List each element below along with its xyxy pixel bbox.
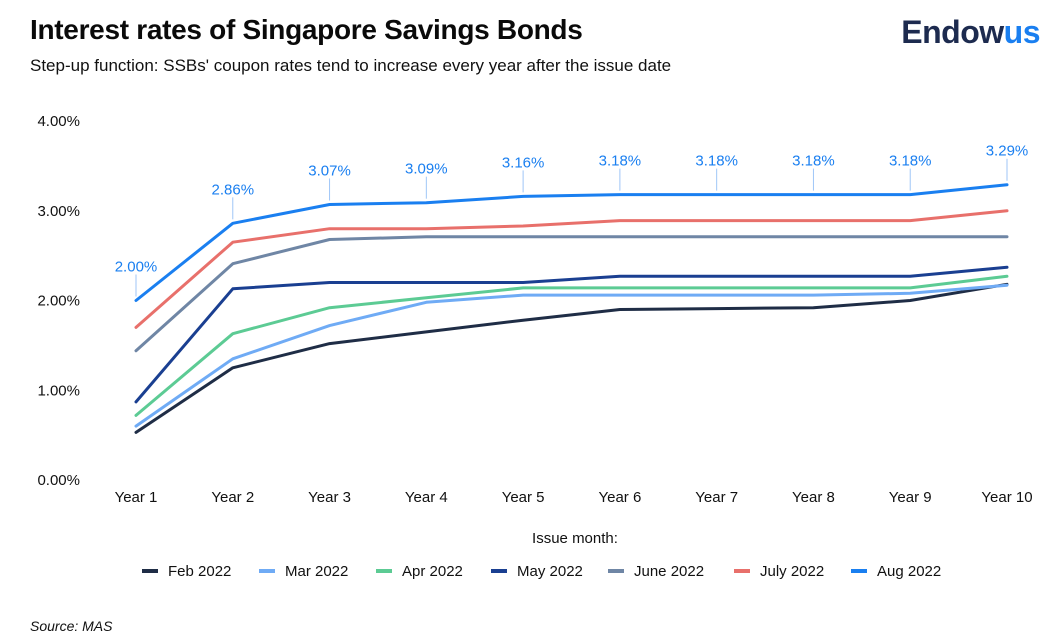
x-tick-label: Year 2 bbox=[211, 489, 254, 506]
data-label: 3.07% bbox=[308, 162, 351, 179]
legend-label: Aug 2022 bbox=[877, 563, 941, 580]
logo-part-1: Endow bbox=[901, 14, 1004, 50]
logo-part-2: us bbox=[1003, 14, 1041, 50]
chart-subtitle: Step-up function: SSBs' coupon rates ten… bbox=[30, 56, 672, 75]
series-line-apr-2022 bbox=[134, 274, 1009, 417]
data-label: 2.00% bbox=[115, 259, 158, 276]
x-tick-label: Year 10 bbox=[981, 489, 1032, 506]
series-lines bbox=[134, 183, 1009, 434]
series-line-july-2022 bbox=[134, 209, 1009, 329]
data-label: 3.18% bbox=[599, 153, 642, 170]
series-line-feb-2022 bbox=[134, 282, 1009, 434]
data-label: 3.18% bbox=[889, 153, 932, 170]
series-line-mar-2022 bbox=[134, 283, 1009, 428]
legend-label: Apr 2022 bbox=[402, 563, 463, 580]
legend-label: Feb 2022 bbox=[168, 563, 231, 580]
source-note: Source: MAS bbox=[30, 618, 113, 634]
data-label: 3.18% bbox=[695, 153, 738, 170]
series-line-june-2022 bbox=[134, 235, 1009, 353]
legend-label: June 2022 bbox=[634, 563, 704, 580]
series-line-may-2022 bbox=[134, 265, 1009, 404]
x-tick-label: Year 5 bbox=[502, 489, 545, 506]
x-tick-label: Year 8 bbox=[792, 489, 835, 506]
y-tick-label: 3.00% bbox=[37, 203, 80, 220]
x-tick-label: Year 3 bbox=[308, 489, 351, 506]
data-label: 3.29% bbox=[986, 143, 1029, 160]
legend-label: July 2022 bbox=[760, 563, 824, 580]
legend-label: Mar 2022 bbox=[285, 563, 348, 580]
x-tick-label: Year 7 bbox=[695, 489, 738, 506]
legend-label: May 2022 bbox=[517, 563, 583, 580]
x-tick-label: Year 4 bbox=[405, 489, 448, 506]
x-tick-label: Year 6 bbox=[598, 489, 641, 506]
y-tick-label: 1.00% bbox=[37, 382, 80, 399]
legend-title: Issue month: bbox=[532, 530, 618, 547]
x-tick-label: Year 9 bbox=[889, 489, 932, 506]
y-tick-label: 4.00% bbox=[37, 113, 80, 130]
legend: Issue month: Feb 2022 Mar 2022 Apr 2022 May … bbox=[142, 530, 941, 580]
y-tick-label: 2.00% bbox=[37, 293, 80, 310]
data-label: 2.86% bbox=[212, 181, 255, 198]
data-label: 3.09% bbox=[405, 161, 448, 178]
series-line-aug-2022 bbox=[134, 183, 1009, 302]
y-axis: 0.00% 1.00% 2.00% 3.00% 4.00% bbox=[37, 113, 80, 489]
y-tick-label: 0.00% bbox=[37, 472, 80, 489]
data-label: 3.18% bbox=[792, 153, 835, 170]
data-label: 3.16% bbox=[502, 154, 545, 171]
endowus-logo: Endowus bbox=[901, 14, 1040, 51]
x-axis: Year 1 Year 2 Year 3 Year 4 Year 5 Year 6 Year… bbox=[115, 489, 1033, 506]
data-labels: 2.00% 2.86% 3.07% 3.09% 3.16% 3.18% 3.18% 3.18%… bbox=[115, 143, 1029, 297]
x-tick-label: Year 1 bbox=[115, 489, 158, 506]
chart-title: Interest rates of Singapore Savings Bond… bbox=[30, 14, 583, 45]
